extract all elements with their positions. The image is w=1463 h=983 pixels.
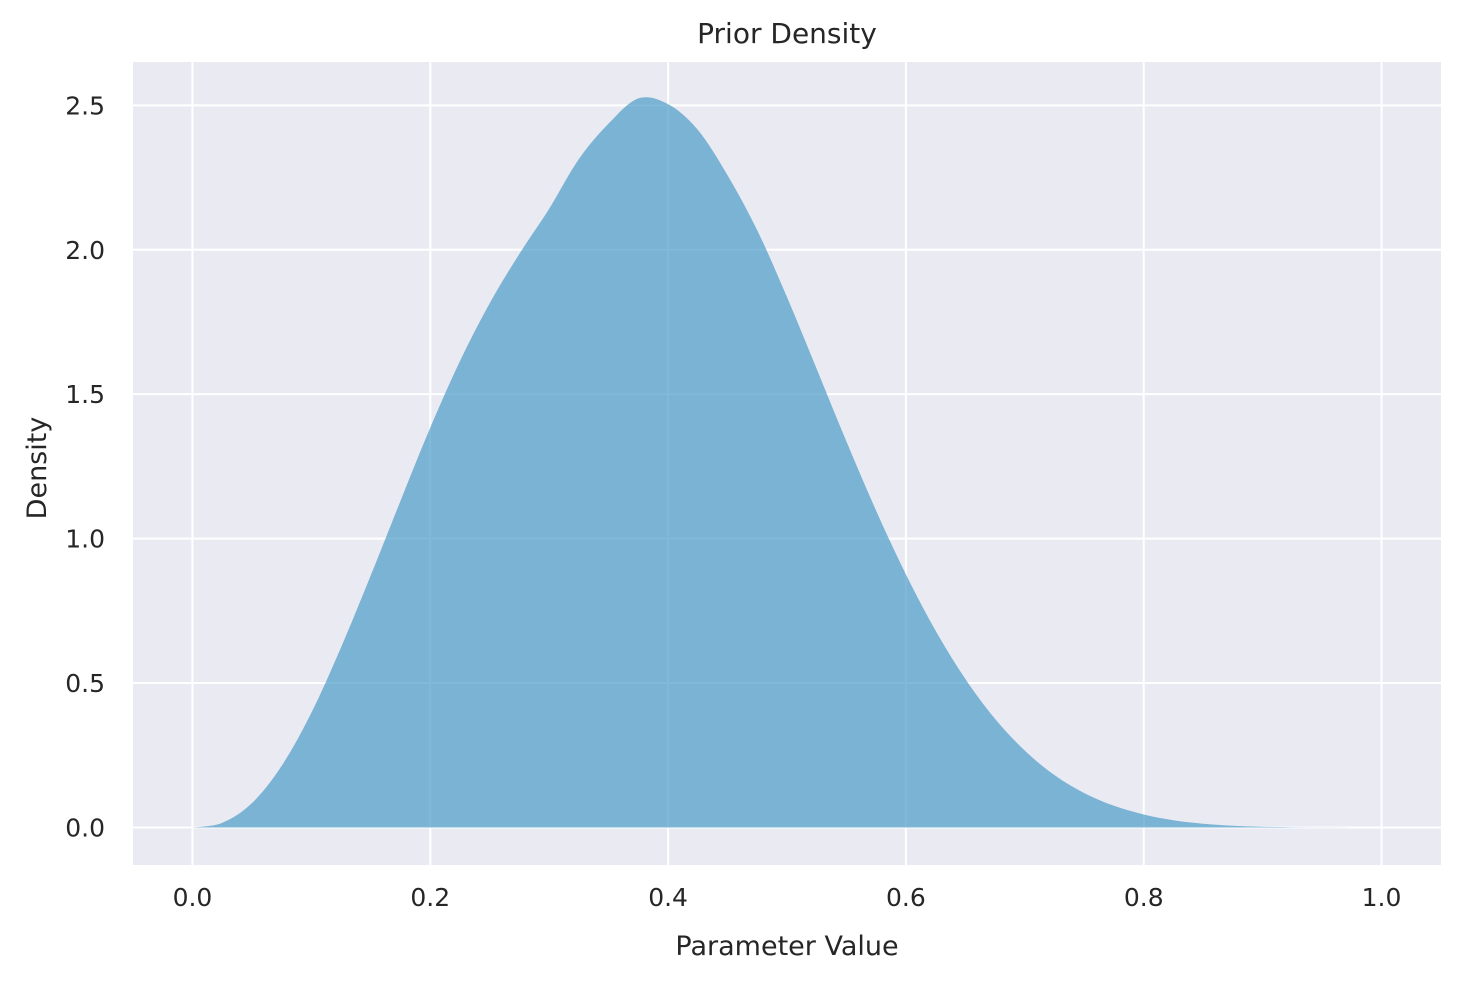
x-tick-labels: 0.0 0.2 0.4 0.6 0.8 1.0 (173, 883, 1402, 912)
y-axis-label: Density (22, 417, 53, 520)
x-axis-label: Parameter Value (675, 931, 898, 962)
x-tick-label: 0.6 (886, 883, 926, 912)
x-tick-label: 0.4 (648, 883, 688, 912)
y-tick-label: 0.5 (65, 669, 105, 698)
y-tick-label: 1.5 (65, 380, 105, 409)
x-tick-label: 0.2 (410, 883, 450, 912)
y-tick-label: 2.0 (65, 236, 105, 265)
y-tick-label: 1.0 (65, 525, 105, 554)
y-tick-label: 2.5 (65, 91, 105, 120)
density-area (192, 97, 1382, 828)
x-tick-label: 1.0 (1362, 883, 1402, 912)
y-tick-label: 0.0 (65, 813, 105, 842)
chart-title: Prior Density (697, 17, 877, 50)
y-tick-labels: 0.0 0.5 1.0 1.5 2.0 2.5 (65, 91, 105, 842)
x-tick-label: 0.8 (1124, 883, 1164, 912)
x-tick-label: 0.0 (173, 883, 213, 912)
